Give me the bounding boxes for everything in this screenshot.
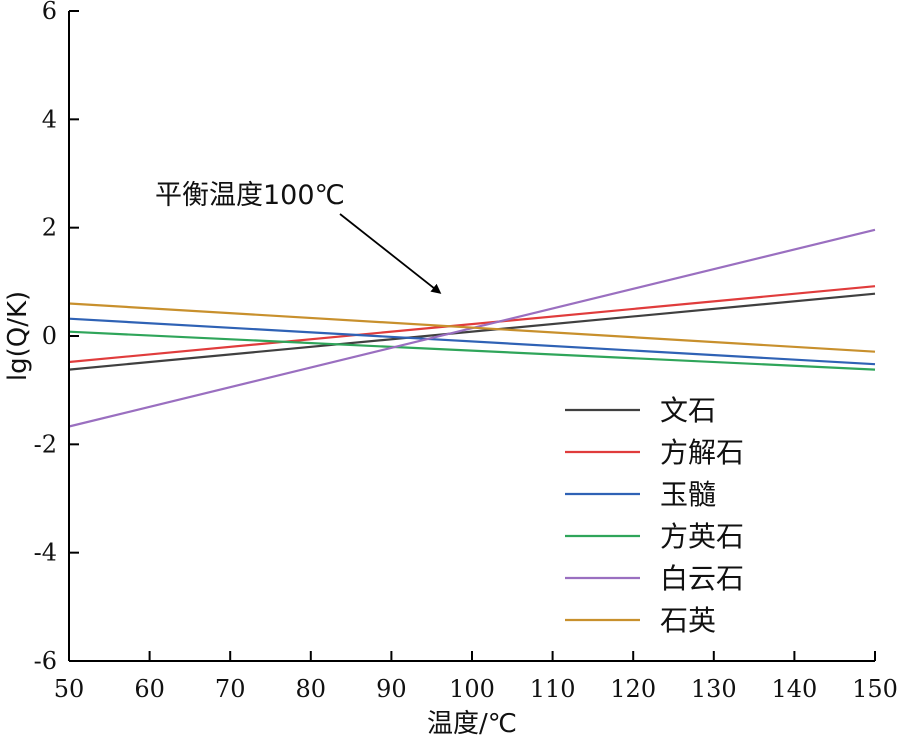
series-line-2: [68, 317, 876, 366]
x-tick-label: 120: [610, 675, 656, 703]
y-tick-label: -4: [34, 539, 57, 567]
series-line-0: [68, 292, 876, 371]
legend-label-2: 玉髓: [660, 478, 716, 511]
x-tick-label: 70: [215, 675, 246, 703]
y-tick-label: 6: [42, 0, 57, 25]
series-line-3: [68, 330, 876, 371]
series-line-1: [68, 285, 876, 364]
legend-label-3: 方英石: [660, 520, 744, 553]
x-tick-label: 80: [296, 675, 327, 703]
x-tick-label: 100: [449, 675, 495, 703]
y-tick-label: 2: [42, 214, 57, 242]
x-tick-label: 130: [691, 675, 737, 703]
y-tick-label: -6: [34, 647, 57, 675]
plot-area: [68, 228, 876, 428]
x-tick-label: 50: [54, 675, 85, 703]
y-tick-label: 4: [42, 105, 57, 133]
x-tick-label: 150: [852, 675, 898, 703]
x-tick-label: 90: [376, 675, 407, 703]
axes: -6 -4 -2 0 2 4 6 50 60 70 80 90 100 110 120 130 140 150 温度…: [3, 0, 898, 738]
x-tick-label: 110: [530, 675, 576, 703]
legend-label-5: 石英: [660, 604, 716, 637]
x-axis-title: 温度/℃: [427, 709, 517, 738]
legend-label-0: 文石: [660, 394, 716, 427]
annotation-text: 平衡温度100℃: [155, 180, 345, 211]
annotation: 平衡温度100℃: [155, 180, 442, 294]
annotation-arrow: [339, 213, 442, 294]
legend-label-1: 方解石: [660, 436, 744, 469]
legend-label-4: 白云石: [660, 562, 744, 595]
y-tick-label: -2: [34, 430, 57, 458]
x-tick-label: 140: [771, 675, 817, 703]
x-tick-label: 60: [134, 675, 165, 703]
y-axis-title: lg(Q/K): [3, 291, 33, 381]
y-tick-label: 0: [42, 322, 57, 350]
series-line-5: [68, 302, 876, 353]
